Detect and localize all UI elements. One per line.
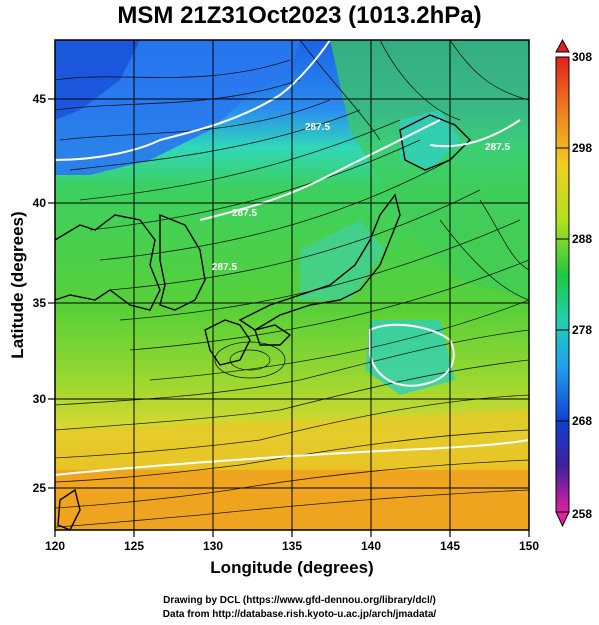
y-tick-label: 25	[33, 481, 47, 495]
contour-label: 287.5	[305, 122, 330, 133]
temperature-field	[55, 40, 529, 530]
x-tick-label: 120	[45, 539, 65, 553]
colorbar-tick-label: 298	[572, 141, 592, 155]
y-axis-label: Latitude (degrees)	[8, 211, 27, 359]
colorbar-tick-label: 258	[572, 507, 592, 521]
contour-label: 287.5	[232, 208, 257, 219]
x-tick-label: 135	[282, 539, 302, 553]
y-tick-label: 40	[33, 196, 47, 210]
y-tick-label: 45	[33, 92, 47, 106]
contour-label: 287.5	[485, 142, 510, 153]
x-axis-label: Longitude (degrees)	[210, 558, 374, 577]
credit-data: Data from http://database.rish.kyoto-u.a…	[162, 609, 437, 620]
colorbar-tick-label: 308	[572, 50, 592, 64]
x-tick-label: 130	[203, 539, 223, 553]
credit-drawing: Drawing by DCL (https://www.gfd-dennou.o…	[163, 595, 436, 606]
x-tick-label: 140	[361, 539, 381, 553]
page-title: MSM 21Z31Oct2023 (1013.2hPa)	[117, 2, 482, 29]
colorbar	[555, 38, 570, 528]
colorbar-tick-label: 268	[572, 414, 592, 428]
y-tick-label: 35	[33, 296, 47, 310]
colorbar-tick-label: 278	[572, 323, 592, 337]
contour-label: 287.5	[212, 262, 237, 273]
x-tick-label: 125	[124, 539, 144, 553]
y-tick-label: 30	[33, 392, 47, 406]
x-tick-label: 150	[519, 539, 539, 553]
colorbar-tick-label: 288	[572, 232, 592, 246]
x-tick-label: 145	[440, 539, 460, 553]
